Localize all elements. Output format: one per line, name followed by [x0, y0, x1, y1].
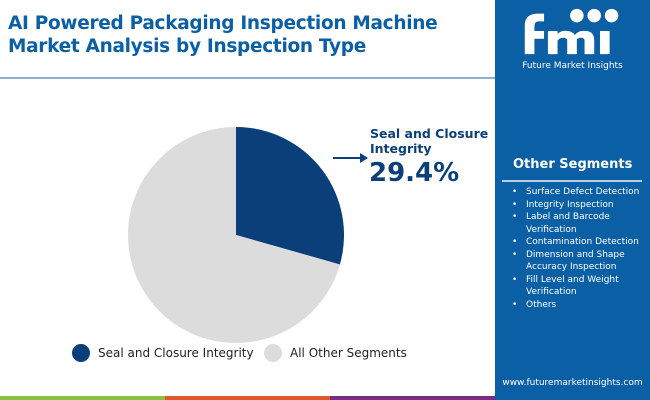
pie-chart [128, 127, 368, 343]
legend-swatch [264, 344, 282, 362]
sidebar: Future Market Insights Other Segments Su… [495, 0, 650, 400]
title-divider [0, 77, 495, 79]
other-segments-heading: Other Segments [513, 157, 633, 172]
annotation-arrow-head [360, 153, 368, 163]
list-item: Fill Level and Weight Verification [512, 274, 647, 299]
legend-label: Seal and Closure Integrity [98, 346, 254, 360]
brand-name: Future Market Insights [522, 61, 623, 71]
fmi-logo [524, 8, 619, 55]
list-item: Dimension and Shape Accuracy Inspection [512, 249, 647, 274]
other-segments-list: Surface Defect Detection Integrity Inspe… [512, 186, 647, 311]
page-title: AI Powered Packaging Inspection Machine … [8, 13, 438, 57]
list-item: Contamination Detection [512, 236, 647, 249]
list-item: Others [512, 299, 647, 312]
website-link[interactable]: www.futuremarketinsights.com [502, 378, 643, 388]
annotation-value: 29.4% [369, 158, 460, 188]
legend-item-seal: Seal and Closure Integrity [72, 344, 254, 362]
legend-swatch [72, 344, 90, 362]
annotation-label: Seal and Closure Integrity [370, 126, 489, 156]
legend-label: All Other Segments [290, 346, 407, 360]
pie-slice-0 [236, 127, 344, 265]
pie-slice-1 [128, 127, 340, 343]
color-stripe [0, 396, 495, 400]
list-item: Label and Barcode Verification [512, 211, 647, 236]
list-item: Surface Defect Detection [512, 186, 647, 199]
legend-item-other: All Other Segments [264, 344, 407, 362]
list-item: Integrity Inspection [512, 199, 647, 212]
sidebar-divider [502, 180, 642, 182]
